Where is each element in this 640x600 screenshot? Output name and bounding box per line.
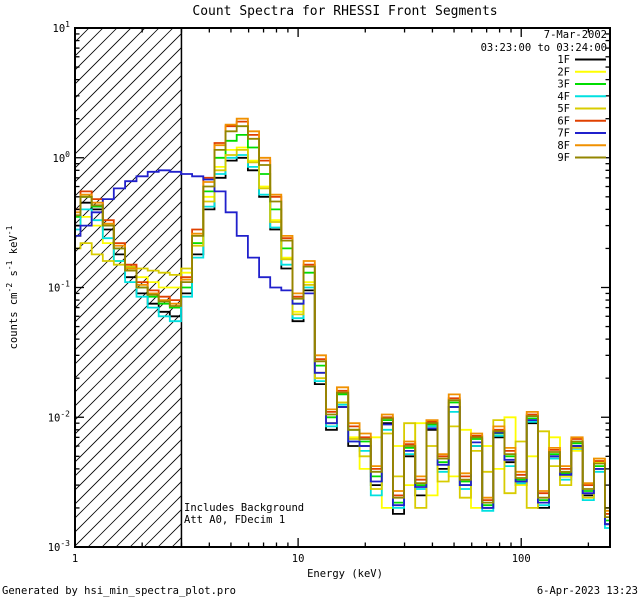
- series-9F: [75, 125, 610, 518]
- generator-credit: Generated by hsi_min_spectra_plot.pro: [2, 585, 236, 597]
- attenuator-note: Att A0, FDecim 1: [184, 514, 286, 526]
- legend-label-2F: 2F: [557, 66, 570, 78]
- observation-datetime: 7-Mar-2002 03:23:00 to 03:24:00: [481, 29, 607, 54]
- x-tick-label-10: 10: [292, 553, 305, 565]
- x-tick-label-100: 100: [512, 553, 531, 565]
- y-axis-label: counts cm-2 s-1 keV-1: [5, 225, 20, 349]
- x-axis-label: Energy (keV): [307, 568, 383, 580]
- observation-date: 7-Mar-2002: [543, 29, 607, 41]
- plot-annotations: Includes Background Att A0, FDecim 1: [184, 502, 304, 526]
- spectra-series-group: [75, 117, 610, 529]
- series-8F: [75, 117, 610, 512]
- series-5F: [75, 149, 610, 515]
- y-tick-label-10e1: 101: [53, 20, 71, 35]
- plot-frame: [74, 27, 611, 548]
- legend-label-1F: 1F: [557, 54, 570, 66]
- legend-label-4F: 4F: [557, 91, 570, 103]
- axis-ticks: [74, 27, 610, 548]
- legend-label-6F: 6F: [557, 115, 570, 127]
- series-4F: [75, 154, 610, 529]
- y-tick-label-10e0: 100: [53, 150, 71, 165]
- series-7F: [75, 169, 610, 526]
- plot-timestamp: 6-Apr-2023 13:23: [536, 585, 638, 597]
- legend-label-5F: 5F: [557, 103, 570, 115]
- legend-label-7F: 7F: [557, 128, 570, 140]
- x-tick-label-1: 1: [72, 553, 78, 565]
- legend-label-9F: 9F: [557, 152, 570, 164]
- observation-time-range: 03:23:00 to 03:24:00: [480, 41, 607, 54]
- plot-title: Count Spectra for RHESSI Front Segments: [192, 4, 498, 19]
- series-2F: [75, 146, 610, 509]
- y-tick-label-10e-3: 10-3: [48, 539, 70, 554]
- legend-label-3F: 3F: [557, 79, 570, 91]
- series-6F: [75, 120, 610, 515]
- legend-label-8F: 8F: [557, 140, 570, 152]
- y-tick-label-10e-2: 10-2: [48, 409, 70, 424]
- series-3F: [75, 134, 610, 522]
- background-note: Includes Background: [184, 502, 305, 514]
- hatched-exclusion-region: [75, 28, 182, 547]
- y-tick-label-10e-1: 10-1: [48, 280, 70, 295]
